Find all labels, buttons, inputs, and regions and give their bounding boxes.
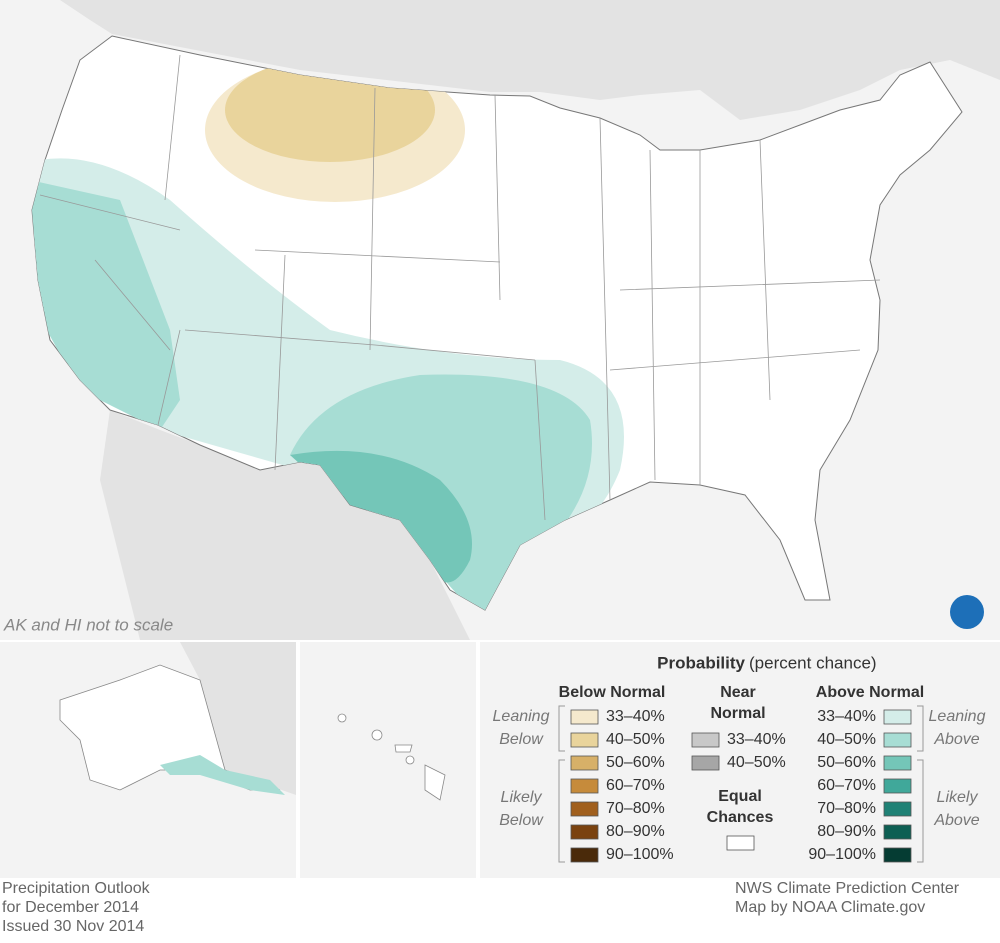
legend-label: 40–50% — [606, 731, 665, 748]
footer-left: Issued 30 Nov 2014 — [2, 918, 144, 935]
group-label: Likely — [937, 789, 979, 806]
near-heading: Near — [720, 684, 756, 701]
group-label: Likely — [501, 789, 543, 806]
footer-right: Map by NOAA Climate.gov — [735, 899, 925, 916]
legend-label: 90–100% — [606, 846, 674, 863]
canada — [60, 0, 1000, 120]
group-label: Below — [499, 731, 544, 748]
hawaii-panel — [300, 642, 476, 878]
legend-label: 90–100% — [808, 846, 876, 863]
bracket — [917, 705, 924, 863]
swatch — [570, 847, 599, 863]
near-heading: Normal — [710, 705, 765, 722]
legend-label: 40–50% — [817, 731, 876, 748]
group-label: Above — [933, 731, 979, 748]
equal-heading: Equal — [718, 788, 762, 805]
legend-label: 70–80% — [817, 800, 876, 817]
legend-label: 33–40% — [817, 708, 876, 725]
group-label: Leaning — [929, 708, 986, 725]
above-heading: Above Normal — [816, 684, 924, 701]
legend-label: 60–70% — [817, 777, 876, 794]
swatch — [570, 755, 599, 771]
swatch — [883, 847, 912, 863]
legend-label: 80–90% — [817, 823, 876, 840]
bracket — [558, 705, 565, 863]
legend-label: 40–50% — [727, 754, 786, 771]
footer-left: for December 2014 — [2, 899, 139, 916]
swatch — [570, 801, 599, 817]
swatch — [570, 709, 599, 725]
swatch — [691, 732, 720, 748]
footer-right: NWS Climate Prediction Center — [735, 880, 960, 897]
state-borders — [39, 54, 881, 521]
legend-label: 60–70% — [606, 777, 665, 794]
swatch — [883, 755, 912, 771]
mexico — [100, 410, 470, 640]
swatch — [691, 755, 720, 771]
swatch — [570, 732, 599, 748]
legend-label: 80–90% — [606, 823, 665, 840]
group-label: Leaning — [493, 708, 550, 725]
swatch — [883, 824, 912, 840]
legend-label: 33–40% — [606, 708, 665, 725]
group-label: Above — [933, 812, 979, 829]
legend-label: 50–60% — [817, 754, 876, 771]
swatch — [883, 801, 912, 817]
swatch — [883, 778, 912, 794]
group-label: Below — [499, 812, 544, 829]
legend-label: 50–60% — [606, 754, 665, 771]
swatch — [570, 824, 599, 840]
hawaii — [337, 713, 446, 801]
swatch — [570, 778, 599, 794]
legend-label: 70–80% — [606, 800, 665, 817]
noaa-logo — [950, 595, 984, 629]
below-heading: Below Normal — [559, 684, 666, 701]
legend-label: 33–40% — [727, 731, 786, 748]
legend-subtitle: (percent chance) — [749, 653, 877, 672]
swatch — [726, 835, 755, 851]
legend-title: Probability — [657, 653, 745, 672]
footer-left: Precipitation Outlook — [2, 880, 151, 897]
scale-note: AK and HI not to scale — [3, 615, 173, 634]
swatch — [883, 709, 912, 725]
alaska-outlook — [160, 755, 285, 795]
equal-heading: Chances — [707, 809, 774, 826]
swatch — [883, 732, 912, 748]
